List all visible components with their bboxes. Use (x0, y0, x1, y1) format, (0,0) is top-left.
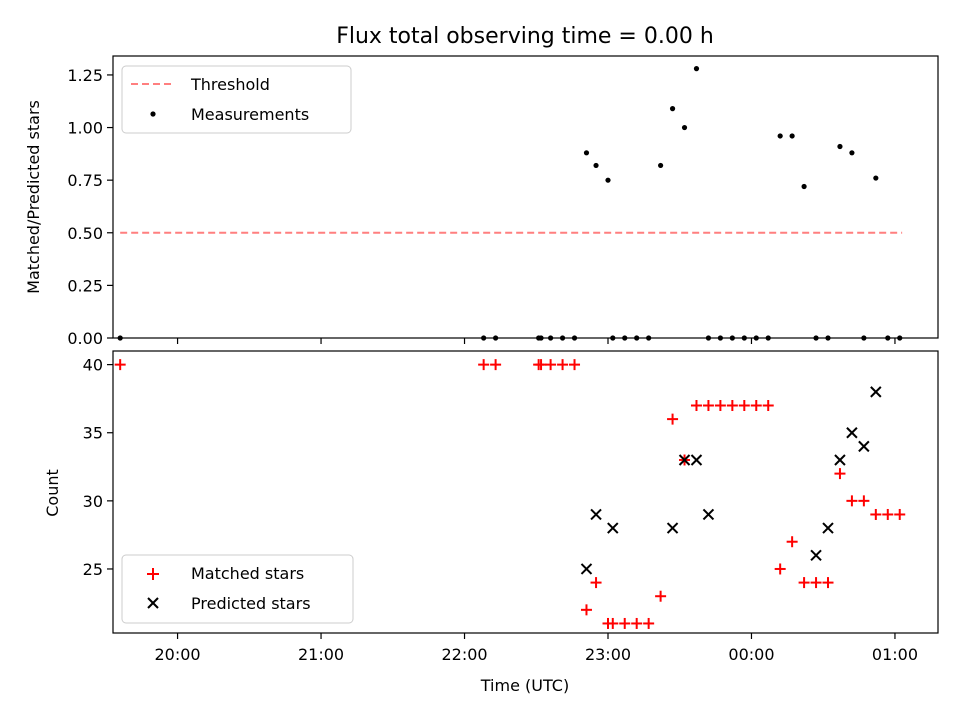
predicted-star-point (846, 427, 858, 439)
predicted-star-point (870, 386, 882, 398)
chart-title: Flux total observing time = 0.00 h (336, 24, 714, 49)
measurement-point (583, 150, 590, 156)
panel-ratio: Flux total observing time = 0.00 h Match… (24, 24, 939, 348)
matched-star-point (580, 604, 592, 616)
bottom-legend-box (121, 554, 354, 624)
matched-star-point (545, 359, 557, 371)
predicted-star-point (702, 508, 715, 521)
matched-star-point (667, 413, 679, 425)
measurement-point (777, 133, 783, 139)
matched-star-point (535, 359, 547, 371)
matched-star-point (490, 359, 502, 371)
bottom-y-tick-label: 40 (83, 356, 103, 375)
top-plot-area: 0.00 0.25 0.50 0.75 1.00 1.25 (67, 66, 903, 348)
legend-predicted-swatch (147, 597, 159, 609)
matched-star-point (590, 577, 602, 589)
bottom-x-tick-label: 20:00 (155, 645, 201, 664)
top-y-tick-label: 1.00 (67, 119, 103, 138)
measurement-point (681, 124, 688, 131)
matched-star-point (655, 590, 667, 602)
matched-star-point (569, 359, 581, 371)
bottom-plot-area: 25 30 35 40 20:00 21:00 22:00 23:00 00:00 01:00 (83, 356, 918, 664)
matched-star-point (726, 399, 738, 411)
predicted-star-point (690, 454, 703, 466)
bottom-x-tick-label: 01:00 (872, 645, 918, 664)
legend-threshold-label: Threshold (190, 75, 270, 94)
matched-star-point (702, 399, 714, 411)
matched-star-point (762, 399, 774, 411)
matched-star-point (690, 399, 702, 411)
matched-star-point (631, 617, 643, 629)
matched-star-point (607, 617, 619, 629)
matched-star-point (858, 495, 870, 507)
measurement-point (837, 143, 843, 150)
bottom-x-tick-label: 22:00 (441, 645, 487, 664)
predicted-star-point (607, 522, 619, 534)
measurement-point (873, 175, 879, 181)
matched-star-point (557, 359, 569, 371)
matched-star-point (870, 508, 882, 520)
top-y-tick-label: 0.75 (67, 171, 103, 190)
bottom-x-tick-label: 00:00 (728, 645, 774, 664)
predicted-star-point (822, 522, 834, 534)
matched-star-point (114, 359, 126, 371)
predicted-star-point (834, 454, 846, 466)
legend-matched-swatch (147, 568, 159, 580)
matched-star-point (774, 563, 786, 575)
matched-star-point (619, 617, 631, 629)
bottom-x-tick-label: 23:00 (585, 645, 631, 664)
predicted-star-point (810, 549, 822, 562)
predicted-star-point (678, 454, 691, 466)
top-y-axis-label: Matched/Predicted stars (24, 100, 43, 294)
matched-star-point (786, 536, 798, 548)
matched-star-point (478, 359, 490, 371)
legend-measurements-label: Measurements (191, 105, 309, 124)
measurement-point (801, 183, 807, 190)
matched-star-point (643, 617, 655, 629)
bottom-axes-frame (112, 350, 939, 634)
panel-count: Count Time (UTC) 25 30 35 40 20:00 21:00 22:00… (43, 350, 939, 695)
matched-star-point (834, 468, 846, 480)
top-y-tick-label: 1.25 (67, 66, 103, 85)
predicted-star-point (590, 508, 602, 521)
top-legend: Threshold Measurements (121, 65, 352, 134)
top-y-tick-label: 0.50 (67, 224, 103, 243)
legend-measurements-swatch (150, 111, 156, 117)
measurement-point (693, 66, 700, 72)
top-axes-frame (112, 55, 939, 339)
matched-star-point (798, 577, 810, 589)
top-y-tick-label: 0.25 (67, 276, 103, 295)
measurement-point (658, 162, 664, 169)
predicted-star-point (666, 522, 679, 534)
bottom-y-tick-label: 35 (83, 424, 103, 443)
bottom-y-tick-label: 30 (83, 492, 103, 511)
matched-star-point (714, 399, 726, 411)
matched-star-point (750, 399, 762, 411)
legend-matched-label: Matched stars (191, 564, 304, 583)
predicted-star-point (858, 440, 870, 453)
bottom-x-tick-label: 21:00 (298, 645, 344, 664)
measurement-point (849, 150, 855, 156)
top-y-tick-label: 0.00 (67, 329, 103, 348)
measurement-point (669, 106, 676, 112)
bottom-y-tick-label: 25 (83, 560, 103, 579)
matched-star-point (882, 508, 894, 520)
measurement-point (789, 133, 795, 139)
measurement-point (593, 162, 599, 169)
matched-star-point (810, 577, 822, 589)
predicted-star-point (580, 563, 593, 575)
matched-star-point (894, 508, 906, 520)
legend-predicted-label: Predicted stars (191, 594, 311, 613)
bottom-y-axis-label: Count (43, 469, 62, 517)
bottom-legend: Matched stars Predicted stars (121, 554, 354, 624)
top-legend-box (121, 65, 352, 134)
measurement-point (605, 177, 611, 183)
matched-star-point (738, 399, 750, 411)
x-axis-label: Time (UTC) (480, 676, 569, 695)
matched-star-point (822, 577, 834, 589)
matched-star-point (846, 495, 858, 507)
